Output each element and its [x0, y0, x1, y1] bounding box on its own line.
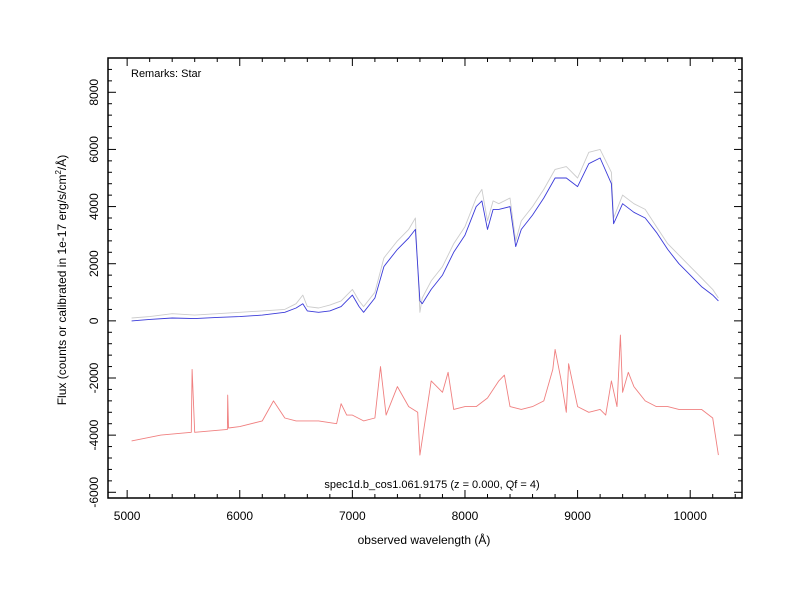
plot-frame	[107, 57, 743, 499]
series-layer	[131, 148, 719, 456]
x-tick-label: 8000	[452, 509, 479, 523]
y-tick-label: 8000	[87, 79, 101, 106]
smoothed-spectrum-line	[131, 157, 719, 322]
raw-spectrum-line	[131, 148, 719, 319]
x-tick-label: 10000	[674, 509, 708, 523]
y-tick-label: 6000	[87, 136, 101, 163]
x-tick-label: 9000	[564, 509, 591, 523]
remarks-annotation: Remarks: Star	[131, 68, 202, 80]
object-info-annotation: spec1d.b_cos1.061.9175 (z = 0.000, Qf = …	[324, 479, 539, 491]
x-tick-label: 5000	[114, 509, 141, 523]
x-tick-label: 6000	[226, 509, 253, 523]
sky-spectrum-line	[131, 334, 719, 456]
x-axis-title: observed wavelength (Å)	[358, 532, 491, 547]
y-tick-label: -4000	[87, 419, 101, 450]
y-axis-title: Flux (counts or calibrated in 1e-17 erg/…	[54, 155, 69, 406]
y-tick-label: 4000	[87, 193, 101, 220]
y-axis-title-tail: /Å)	[54, 155, 69, 170]
x-tick-label: 7000	[339, 509, 366, 523]
y-tick-label: -6000	[87, 477, 101, 508]
x-tick-labels: 5000 6000 7000 8000 9000 10000	[114, 509, 707, 523]
y-tick-label: 0	[87, 317, 101, 324]
y-tick-label: -2000	[87, 362, 101, 393]
y-tick-label: 2000	[87, 250, 101, 277]
y-axis-title-superscript: 2	[54, 170, 63, 175]
y-axis-title-main: Flux (counts or calibrated in 1e-17 erg/…	[55, 175, 69, 406]
y-tick-labels: -6000 -4000 -2000 0 2000 4000 6000 8000	[87, 79, 101, 508]
